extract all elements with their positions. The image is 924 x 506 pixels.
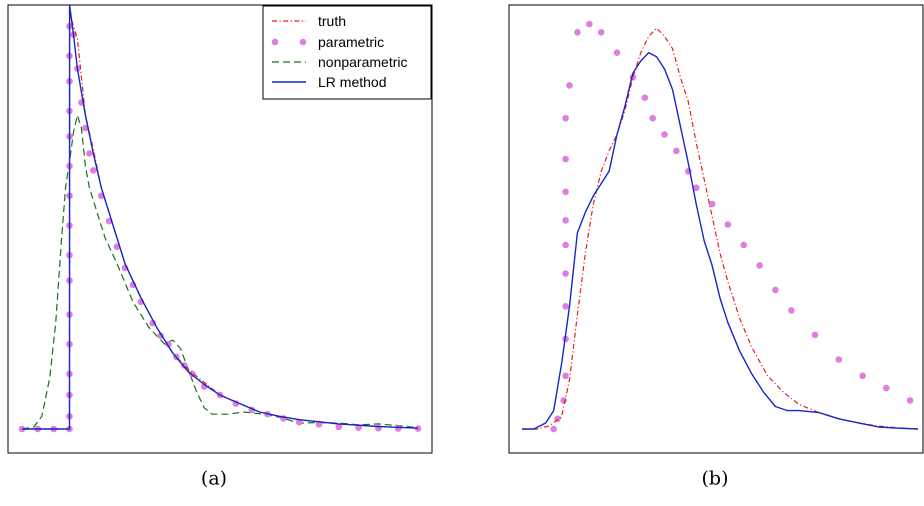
series-parametric-b-point [574,29,581,36]
legend-label-parametric: parametric [318,34,384,50]
series-parametric-b-point [859,372,866,380]
series-parametric-b-point [562,155,569,163]
series-parametric-a-point [86,150,93,157]
panel-b: (b) [508,4,924,490]
series-parametric-b-point [772,286,779,294]
series-parametric-b-point [641,94,649,101]
series-lr-method-a-line [22,4,419,430]
plot-frame-a [7,4,433,454]
panel-a: truth parametric nonparametric LR method… [7,4,433,490]
series-parametric-b-point [550,425,557,433]
series-parametric-b-point [756,262,763,269]
series-parametric-a-point [335,423,343,431]
series-parametric-a-point [149,319,156,327]
series-parametric-b-point [692,184,700,191]
series-parametric-b-point [562,270,569,277]
legend-label-nonparametric: nonparametric [318,54,408,70]
series-parametric-b-point [562,188,569,196]
series-parametric-b-point [562,303,569,310]
series-parametric-b-point [724,221,732,228]
plot-frame-b [508,4,924,454]
series-parametric-b-point [740,241,748,249]
legend-label-truth: truth [318,13,346,29]
series-parametric-b-point [835,356,843,363]
legend: truth parametric nonparametric LR method [262,5,432,100]
series-layer-b [522,20,919,433]
series-parametric-b-point [649,114,656,122]
series-parametric-b-point [562,217,569,224]
series-parametric-a-point [414,425,422,432]
series-parametric-b-point [562,372,569,380]
legend-label-lr-method: LR method [318,74,386,90]
caption-b: (b) [702,468,729,490]
legend-swatch-parametric [271,38,307,46]
series-parametric-b-point [586,20,593,28]
series-parametric-b-point [566,82,573,89]
series-parametric-a-point [90,167,97,174]
series-parametric-b-point [906,397,914,404]
series-parametric-b-point [661,131,668,138]
series-parametric-b-point [560,397,567,404]
series-layer-a [18,4,422,433]
series-parametric-b-point [597,29,605,36]
series-parametric-b-point [883,384,890,392]
caption-a: (a) [201,468,227,490]
series-parametric-b-point [708,200,716,208]
series-parametric-b-point [788,307,795,314]
series-nonparametric-a-line [21,114,419,430]
series-truth-b-line [522,27,919,430]
series-parametric-b-point [562,241,569,249]
series-parametric-a-point [355,424,362,432]
series-parametric-b-point [673,147,680,155]
series-parametric-b-point [562,114,569,122]
series-parametric-b [550,20,914,433]
series-parametric-a-point [394,425,402,432]
series-parametric-b-point [811,331,819,339]
series-lr-method-b-line [522,52,919,430]
series-parametric-b-point [613,49,621,56]
